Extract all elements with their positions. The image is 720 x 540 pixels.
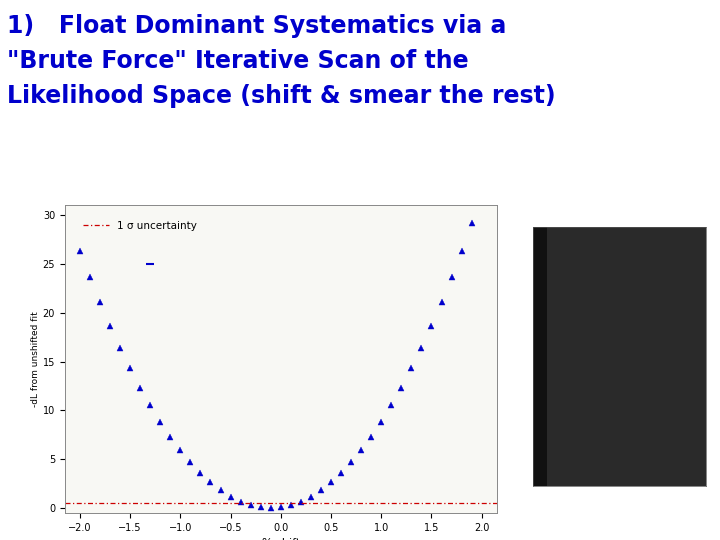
Y-axis label: -dL from unshifted fit: -dL from unshifted fit: [31, 311, 40, 407]
Legend: 1 σ uncertainty: 1 σ uncertainty: [78, 217, 201, 235]
FancyBboxPatch shape: [533, 227, 706, 486]
Text: 1)   Float Dominant Systematics via a: 1) Float Dominant Systematics via a: [7, 14, 507, 37]
X-axis label: % shift: % shift: [261, 538, 300, 540]
Text: "Brute Force" Iterative Scan of the: "Brute Force" Iterative Scan of the: [7, 49, 469, 72]
FancyBboxPatch shape: [533, 227, 546, 486]
Text: Likelihood Space (shift & smear the rest): Likelihood Space (shift & smear the rest…: [7, 84, 556, 107]
